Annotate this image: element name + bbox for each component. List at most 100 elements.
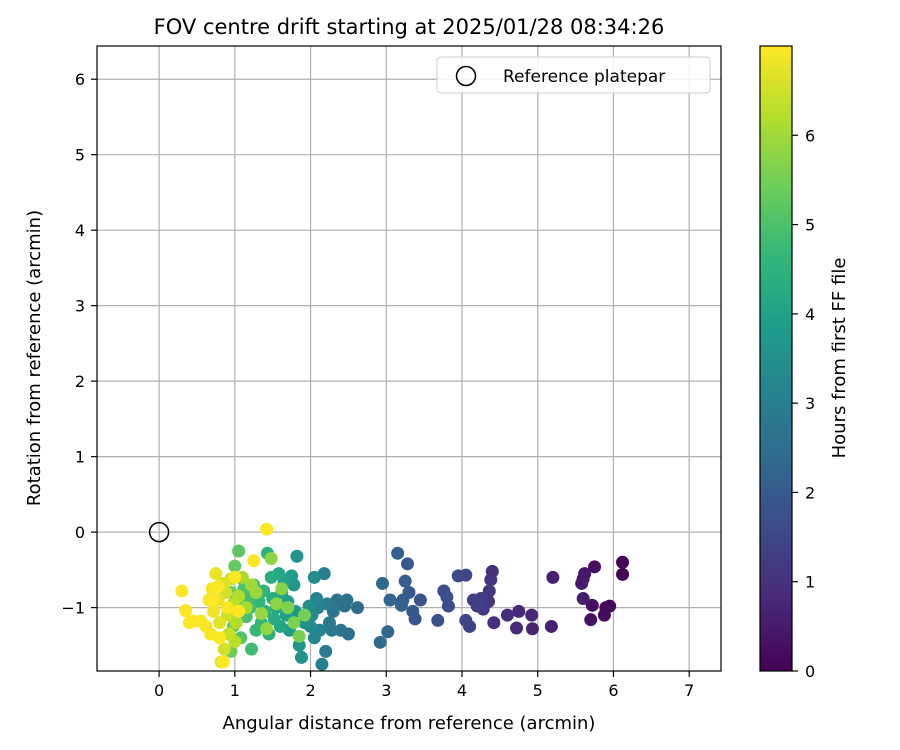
colorbar-tick-label: 2 <box>805 483 815 502</box>
data-point <box>260 622 274 636</box>
chart-title: FOV centre drift starting at 2025/01/28 … <box>154 15 665 39</box>
data-point <box>487 616 501 630</box>
y-tick-label: 3 <box>75 297 85 316</box>
legend-box <box>436 56 711 94</box>
y-axis-ticks: −1 0 1 2 3 4 5 6 <box>61 70 97 618</box>
data-point <box>213 631 227 645</box>
data-point <box>211 579 225 593</box>
x-tick-label: 6 <box>608 681 618 700</box>
colorbar-label: Hours from first FF file <box>829 258 850 459</box>
data-point <box>406 604 420 618</box>
x-tick-label: 0 <box>154 681 164 700</box>
data-point <box>217 642 231 656</box>
data-point <box>400 557 414 571</box>
data-point <box>525 622 539 636</box>
y-tick-label: 1 <box>75 448 85 467</box>
data-point <box>220 601 234 615</box>
data-point <box>334 623 348 637</box>
data-point <box>375 576 389 590</box>
data-point <box>373 635 387 649</box>
data-point <box>216 655 230 669</box>
data-point <box>391 546 405 560</box>
data-point <box>275 582 289 596</box>
data-point <box>394 598 408 612</box>
x-tick-label: 4 <box>457 681 467 700</box>
colorbar-tick-label: 5 <box>805 216 815 235</box>
colorbar-gradient <box>760 46 792 671</box>
data-point <box>398 574 412 588</box>
x-tick-label: 1 <box>230 681 240 700</box>
data-point <box>254 607 268 621</box>
data-point <box>588 560 602 574</box>
data-point <box>244 578 258 592</box>
data-point <box>322 616 336 630</box>
data-point <box>500 608 514 622</box>
data-point <box>451 569 465 583</box>
data-point <box>525 608 539 622</box>
data-point <box>229 616 243 630</box>
data-point <box>383 593 397 607</box>
legend: Reference platepar <box>436 56 711 94</box>
data-point <box>232 604 246 618</box>
data-point <box>269 597 283 611</box>
data-point <box>232 544 246 558</box>
data-point <box>597 608 611 622</box>
data-point <box>264 552 278 566</box>
data-point <box>317 567 331 581</box>
y-tick-label: 2 <box>75 372 85 391</box>
data-point <box>292 638 306 652</box>
data-point <box>484 573 498 587</box>
data-point <box>616 555 630 569</box>
x-tick-label: 3 <box>381 681 391 700</box>
data-point <box>466 593 480 607</box>
data-point <box>307 631 321 645</box>
plot-area: 0 1 2 3 4 5 6 7 −1 0 1 2 3 4 5 6 <box>61 45 722 700</box>
data-point <box>207 604 221 618</box>
colorbar-tick-label: 1 <box>805 573 815 592</box>
data-point <box>264 570 278 584</box>
data-point <box>585 598 599 612</box>
x-axis-ticks: 0 1 2 3 4 5 6 7 <box>154 671 694 700</box>
data-point <box>459 613 473 627</box>
data-point <box>440 590 454 604</box>
data-point <box>228 559 242 573</box>
colorbar-ticks: 0 1 2 3 4 5 6 <box>792 126 815 681</box>
colorbar: 0 1 2 3 4 5 6 Hours from first FF file <box>759 45 850 681</box>
data-point <box>292 629 306 643</box>
data-point <box>340 593 354 607</box>
data-point <box>319 644 333 658</box>
data-point <box>512 604 526 618</box>
data-point <box>381 625 395 639</box>
data-point <box>228 570 242 584</box>
data-point <box>510 621 524 635</box>
reference-platepar-marker <box>148 521 170 543</box>
data-point <box>431 613 445 627</box>
data-point <box>297 608 311 622</box>
data-point <box>294 650 308 664</box>
legend-marker-icon <box>455 65 477 87</box>
data-point <box>207 593 221 607</box>
data-point <box>482 584 496 598</box>
data-point <box>213 616 227 630</box>
y-tick-label: 4 <box>75 221 85 240</box>
data-point <box>182 616 196 630</box>
data-point <box>413 593 427 607</box>
x-axis-label: Angular distance from reference (arcmin) <box>223 713 596 734</box>
data-point <box>616 567 630 581</box>
data-point <box>260 522 274 536</box>
y-tick-label: 0 <box>75 523 85 542</box>
colorbar-tick-label: 4 <box>805 305 815 324</box>
data-point <box>351 601 365 615</box>
x-tick-label: 5 <box>533 681 543 700</box>
x-tick-label: 2 <box>305 681 315 700</box>
colorbar-tick-label: 3 <box>805 394 815 413</box>
colorbar-tick-label: 6 <box>805 126 815 145</box>
data-point <box>307 570 321 584</box>
colorbar-tick-label: 0 <box>805 662 815 681</box>
data-point <box>281 601 295 615</box>
data-point <box>247 554 261 568</box>
data-point <box>267 612 281 626</box>
data-point <box>244 642 258 656</box>
legend-entry-reference-platepar: Reference platepar <box>503 67 665 87</box>
